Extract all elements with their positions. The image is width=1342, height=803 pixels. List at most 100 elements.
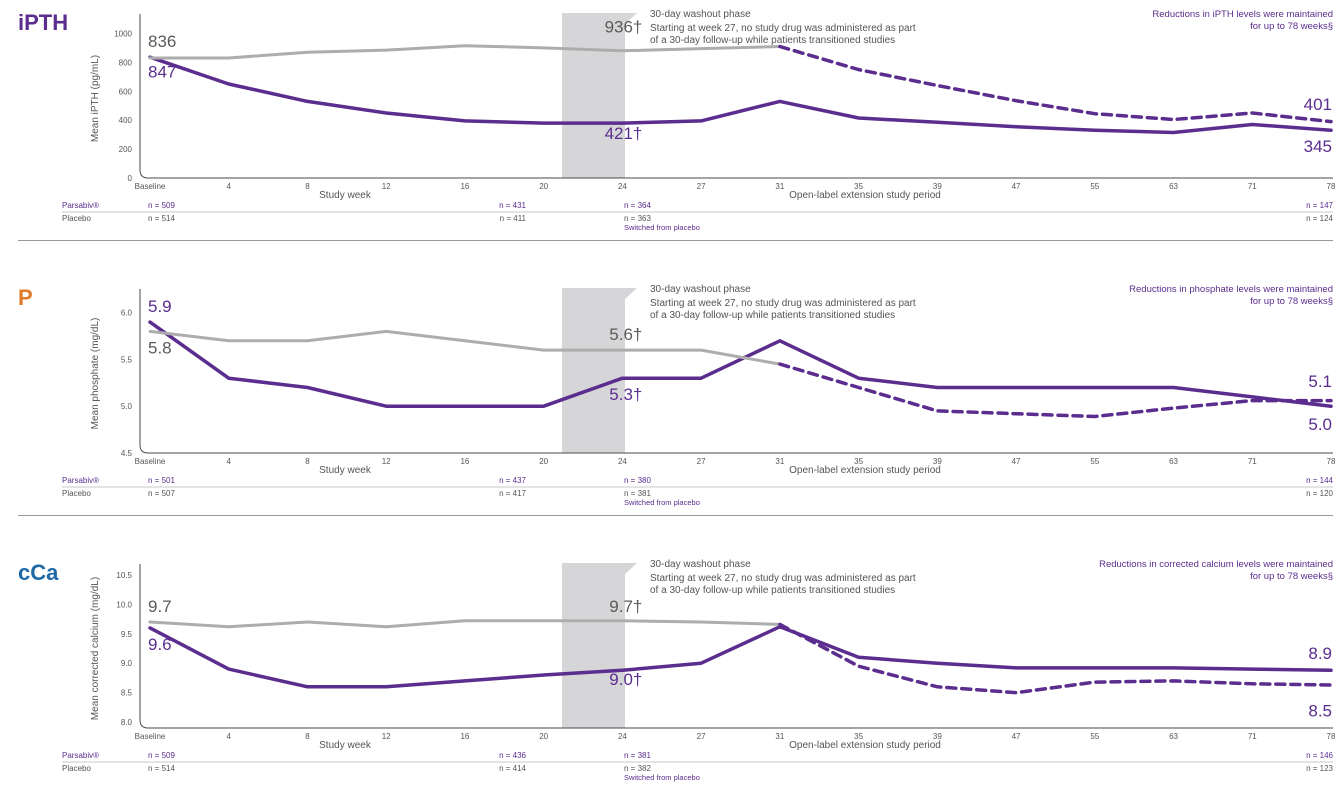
y-tick-label: 6.0 <box>121 309 133 318</box>
data-label: 9.6 <box>148 635 172 654</box>
x-tick-label: 35 <box>854 457 863 466</box>
n-table-cell: n = 414 <box>499 764 526 773</box>
washout-note: of a 30-day follow-up while patients tra… <box>650 585 895 596</box>
data-label: 421† <box>605 124 643 143</box>
x-axis-label: Open-label extension study period <box>789 465 941 476</box>
data-label: 5.8 <box>148 338 172 357</box>
x-axis-label: Open-label extension study period <box>789 740 941 751</box>
n-table-subnote: Switched from placebo <box>624 773 700 782</box>
series-line-switched-from-placebo <box>778 622 1333 695</box>
n-table-cell: n = 123 <box>1306 764 1333 773</box>
panel-p: P 4.5 5.0 5.5 6.0 Mean phosphate (mg/dL) Basel… <box>18 284 1336 507</box>
x-tick-label: 27 <box>697 182 706 191</box>
x-tick-label: 55 <box>1090 732 1099 741</box>
x-tick-label: 4 <box>227 457 232 466</box>
data-label: 8.9 <box>1308 644 1332 663</box>
x-tick-label: 16 <box>460 732 469 741</box>
y-tick-label: 5.5 <box>121 355 133 364</box>
n-table-row-label: Placebo <box>62 214 91 223</box>
x-axis-label: Study week <box>319 740 372 751</box>
x-tick-label: 63 <box>1169 457 1178 466</box>
washout-note: of a 30-day follow-up while patients tra… <box>650 35 895 46</box>
data-label: 936† <box>605 18 643 37</box>
y-tick-label: 0 <box>128 174 133 183</box>
data-label: 5.0 <box>1308 415 1332 434</box>
y-tick-label: 9.0 <box>121 659 133 668</box>
x-tick-label: 39 <box>933 457 942 466</box>
x-tick-label: Baseline <box>135 732 166 741</box>
x-tick-label: 63 <box>1169 732 1178 741</box>
maintained-note: Reductions in corrected calcium levels w… <box>1099 559 1333 570</box>
data-label: 401 <box>1304 95 1332 114</box>
n-table-cell: n = 514 <box>148 764 175 773</box>
series-line-placebo <box>148 44 782 60</box>
series-line-switched-from-placebo <box>778 44 1333 124</box>
axis-line <box>139 289 1333 454</box>
y-axis-label: Mean phosphate (mg/dL) <box>90 318 101 430</box>
data-label: 5.3† <box>609 385 642 404</box>
data-label: 847 <box>148 63 176 82</box>
series-line-placebo <box>148 619 782 629</box>
n-table-subnote: Switched from placebo <box>624 223 700 232</box>
x-tick-label: Baseline <box>135 457 166 466</box>
n-table-cell: n = 144 <box>1306 476 1333 485</box>
n-table-cell: n = 147 <box>1306 201 1333 210</box>
n-table-row-label: Placebo <box>62 764 91 773</box>
x-tick-label: 31 <box>775 457 784 466</box>
data-label: 5.6† <box>609 325 642 344</box>
n-table-cell: n = 382 <box>624 764 651 773</box>
y-tick-label: 4.5 <box>121 449 133 458</box>
y-tick-label: 5.0 <box>121 402 133 411</box>
y-tick-label: 1000 <box>114 29 132 38</box>
panel-separator <box>18 515 1333 516</box>
x-tick-label: 12 <box>382 732 391 741</box>
x-tick-label: 78 <box>1327 457 1336 466</box>
maintained-note: Reductions in phosphate levels were main… <box>1129 284 1333 295</box>
x-tick-label: 27 <box>697 732 706 741</box>
x-tick-label: 55 <box>1090 457 1099 466</box>
series-line-parsabiv <box>148 55 1333 135</box>
y-tick-label: 800 <box>119 58 133 67</box>
panel-ipth: iPTH 0 200 400 600 800 1000 Mean iPTH (pg/mL) Ba… <box>18 9 1336 232</box>
data-label: 8.5 <box>1308 702 1332 721</box>
x-tick-label: 24 <box>618 732 627 741</box>
n-table-subnote: Switched from placebo <box>624 498 700 507</box>
washout-band <box>562 288 637 453</box>
data-label: 5.1 <box>1308 372 1332 391</box>
maintained-note: for up to 78 weeks§ <box>1250 296 1333 307</box>
data-label: 345 <box>1304 137 1332 156</box>
x-tick-label: 20 <box>539 182 548 191</box>
y-tick-label: 8.5 <box>121 689 133 698</box>
washout-note: Starting at week 27, no study drug was a… <box>650 298 916 309</box>
n-table-cell: n = 509 <box>148 751 175 760</box>
data-label: 9.7† <box>609 597 642 616</box>
maintained-note: Reductions in iPTH levels were maintaine… <box>1152 9 1333 20</box>
x-tick-label: 27 <box>697 457 706 466</box>
y-axis-label: Mean iPTH (pg/mL) <box>90 55 101 142</box>
y-tick-label: 200 <box>119 145 133 154</box>
y-axis-label: Mean corrected calcium (mg/dL) <box>90 577 101 720</box>
x-tick-label: 24 <box>618 457 627 466</box>
washout-label: 30-day washout phase <box>650 284 751 295</box>
n-table-cell: n = 363 <box>624 214 651 223</box>
x-tick-label: 35 <box>854 182 863 191</box>
maintained-note: for up to 78 weeks§ <box>1250 571 1333 582</box>
n-table-row-label: Parsabiv® <box>62 201 99 210</box>
axis-line <box>139 14 1333 179</box>
n-table-cell: n = 381 <box>624 751 651 760</box>
data-label: 9.0† <box>609 670 642 689</box>
axis-line <box>139 564 1333 729</box>
data-label: 9.7 <box>148 597 172 616</box>
washout-note: Starting at week 27, no study drug was a… <box>650 573 916 584</box>
n-table-cell: n = 501 <box>148 476 175 485</box>
x-tick-label: 16 <box>460 457 469 466</box>
n-table-cell: n = 514 <box>148 214 175 223</box>
y-tick-label: 400 <box>119 116 133 125</box>
n-table-cell: n = 120 <box>1306 489 1333 498</box>
data-label: 836 <box>148 32 176 51</box>
n-table-cell: n = 124 <box>1306 214 1333 223</box>
x-tick-label: Baseline <box>135 182 166 191</box>
x-tick-label: 20 <box>539 732 548 741</box>
washout-note: of a 30-day follow-up while patients tra… <box>650 310 895 321</box>
